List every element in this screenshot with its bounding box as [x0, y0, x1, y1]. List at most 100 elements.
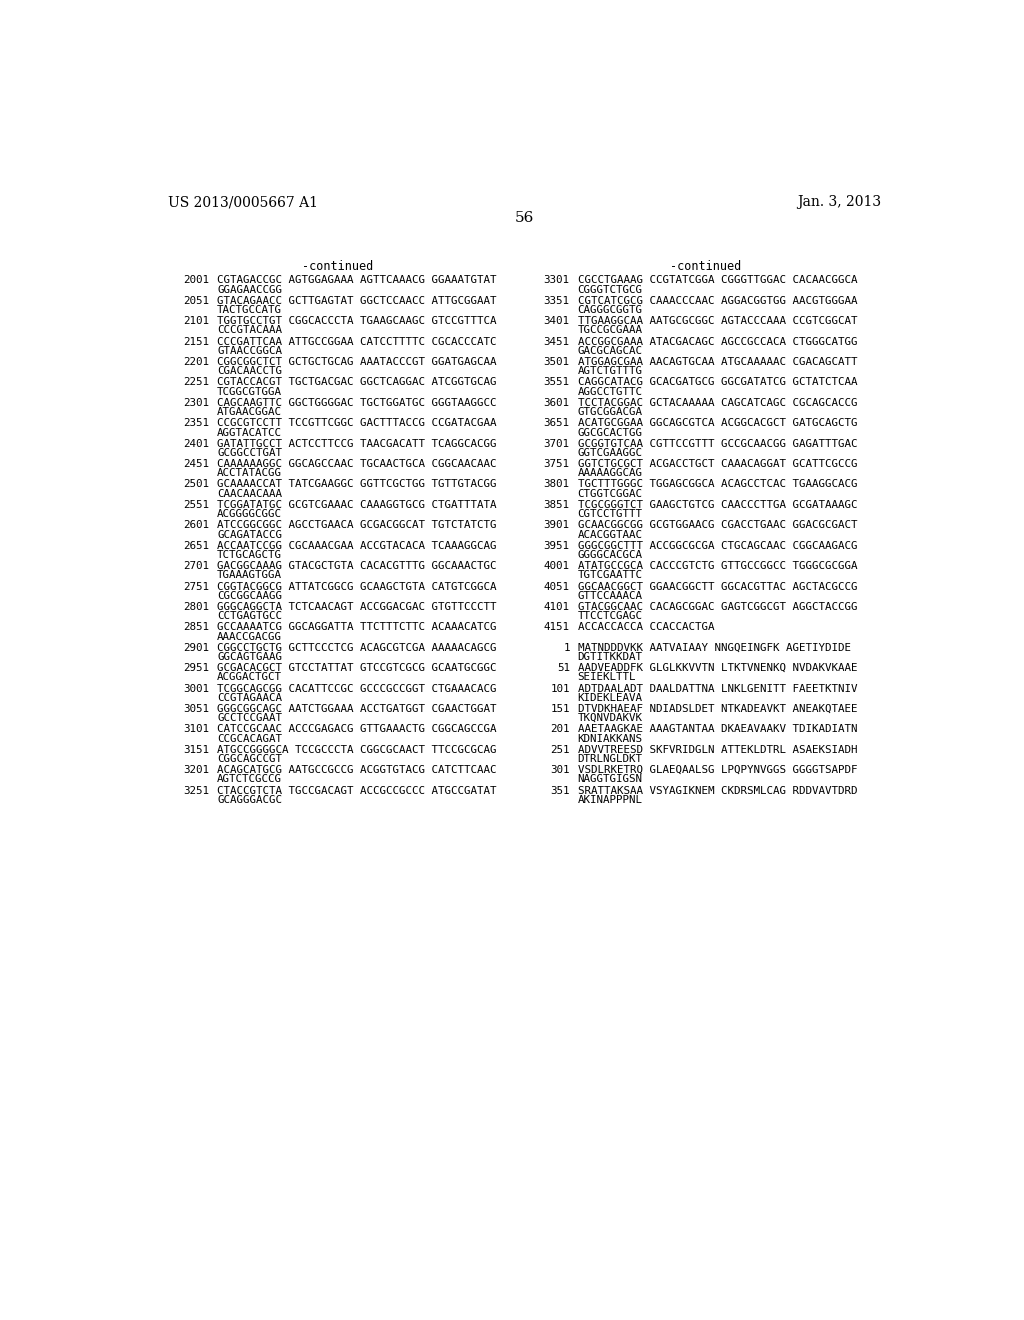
- Text: KIDEKLEAVA: KIDEKLEAVA: [578, 693, 642, 702]
- Text: TGCTTTGGGC TGGAGCGGCA ACAGCCTCAC TGAAGGCACG: TGCTTTGGGC TGGAGCGGCA ACAGCCTCAC TGAAGGC…: [578, 479, 857, 490]
- Text: CGCGGCAAGG: CGCGGCAAGG: [217, 591, 283, 601]
- Text: GCGGTGTCAA CGTTCCGTTT GCCGCAACGG GAGATTTGAC: GCGGTGTCAA CGTTCCGTTT GCCGCAACGG GAGATTT…: [578, 438, 857, 449]
- Text: CCTGAGTGCC: CCTGAGTGCC: [217, 611, 283, 622]
- Text: 2551: 2551: [183, 500, 209, 510]
- Text: CCGCGTCCTT TCCGTTCGGC GACTTTACCG CCGATACGAA: CCGCGTCCTT TCCGTTCGGC GACTTTACCG CCGATAC…: [217, 418, 497, 428]
- Text: AAACCGACGG: AAACCGACGG: [217, 631, 283, 642]
- Text: GTGCGGACGA: GTGCGGACGA: [578, 407, 642, 417]
- Text: TGGTGCCTGT CGGCACCCTA TGAAGCAAGC GTCCGTTTCA: TGGTGCCTGT CGGCACCCTA TGAAGCAAGC GTCCGTT…: [217, 317, 497, 326]
- Text: 3801: 3801: [544, 479, 569, 490]
- Text: GACGCAGCAC: GACGCAGCAC: [578, 346, 642, 356]
- Text: CGGCAGCCGT: CGGCAGCCGT: [217, 754, 283, 764]
- Text: CCCGTACAAA: CCCGTACAAA: [217, 326, 283, 335]
- Text: AGTCTGTTTG: AGTCTGTTTG: [578, 367, 642, 376]
- Text: GTACGGCAAC CACAGCGGAC GAGTCGGCGT AGGCTACCGG: GTACGGCAAC CACAGCGGAC GAGTCGGCGT AGGCTAC…: [578, 602, 857, 612]
- Text: 3651: 3651: [544, 418, 569, 428]
- Text: GGCAGTGAAG: GGCAGTGAAG: [217, 652, 283, 661]
- Text: TCGCGGGTCT GAAGCTGTCG CAACCCTTGA GCGATAAAGC: TCGCGGGTCT GAAGCTGTCG CAACCCTTGA GCGATAA…: [578, 500, 857, 510]
- Text: 2851: 2851: [183, 622, 209, 632]
- Text: 2251: 2251: [183, 378, 209, 388]
- Text: 2101: 2101: [183, 317, 209, 326]
- Text: GCGACACGCT GTCCTATTAT GTCCGTCGCG GCAATGCGGC: GCGACACGCT GTCCTATTAT GTCCGTCGCG GCAATGC…: [217, 663, 497, 673]
- Text: 2351: 2351: [183, 418, 209, 428]
- Text: Jan. 3, 2013: Jan. 3, 2013: [797, 195, 882, 210]
- Text: 3451: 3451: [544, 337, 569, 347]
- Text: GGGCGGCAGC AATCTGGAAA ACCTGATGGT CGAACTGGAT: GGGCGGCAGC AATCTGGAAA ACCTGATGGT CGAACTG…: [217, 704, 497, 714]
- Text: 56: 56: [515, 211, 535, 224]
- Text: CGACAACCTG: CGACAACCTG: [217, 367, 283, 376]
- Text: AGGTACATCC: AGGTACATCC: [217, 428, 283, 437]
- Text: ACCACCACCA CCACCACTGA: ACCACCACCA CCACCACTGA: [578, 622, 714, 632]
- Text: TGTCGAATTC: TGTCGAATTC: [578, 570, 642, 581]
- Text: GGGGCACGCA: GGGGCACGCA: [578, 550, 642, 560]
- Text: GCCTCCGAAT: GCCTCCGAAT: [217, 713, 283, 723]
- Text: CCGCACAGAT: CCGCACAGAT: [217, 734, 283, 743]
- Text: AADVEADDFK GLGLKKVVTN LTKTVNENKQ NVDAKVKAAE: AADVEADDFK GLGLKKVVTN LTKTVNENKQ NVDAKVK…: [578, 663, 857, 673]
- Text: GGCGCACTGG: GGCGCACTGG: [578, 428, 642, 437]
- Text: ACGGGGCGGC: ACGGGGCGGC: [217, 510, 283, 519]
- Text: 3001: 3001: [183, 684, 209, 693]
- Text: AAETAAGKAE AAAGTANTAA DKAEAVAAKV TDIKADIATN: AAETAAGKAE AAAGTANTAA DKAEAVAAKV TDIKADI…: [578, 725, 857, 734]
- Text: CAGGCATACG GCACGATGCG GGCGATATCG GCTATCTCAA: CAGGCATACG GCACGATGCG GGCGATATCG GCTATCT…: [578, 378, 857, 388]
- Text: ACCGGCGAAA ATACGACAGC AGCCGCCACA CTGGGCATGG: ACCGGCGAAA ATACGACAGC AGCCGCCACA CTGGGCA…: [578, 337, 857, 347]
- Text: AAAAAGGCAG: AAAAAGGCAG: [578, 469, 642, 478]
- Text: ATGAACGGAC: ATGAACGGAC: [217, 407, 283, 417]
- Text: 3701: 3701: [544, 438, 569, 449]
- Text: CGTCCTGTTT: CGTCCTGTTT: [578, 510, 642, 519]
- Text: CGTAGACCGC AGTGGAGAAA AGTTCAAACG GGAAATGTAT: CGTAGACCGC AGTGGAGAAA AGTTCAAACG GGAAATG…: [217, 276, 497, 285]
- Text: 3901: 3901: [544, 520, 569, 531]
- Text: SEIEKLTTL: SEIEKLTTL: [578, 672, 636, 682]
- Text: GTAACCGGCA: GTAACCGGCA: [217, 346, 283, 356]
- Text: CAGCAAGTTC GGCTGGGGAC TGCTGGATGC GGGTAAGGCC: CAGCAAGTTC GGCTGGGGAC TGCTGGATGC GGGTAAG…: [217, 397, 497, 408]
- Text: 51: 51: [557, 663, 569, 673]
- Text: TCTGCAGCTG: TCTGCAGCTG: [217, 550, 283, 560]
- Text: 3151: 3151: [183, 744, 209, 755]
- Text: TCGGATATGC GCGTCGAAAC CAAAGGTGCG CTGATTTATA: TCGGATATGC GCGTCGAAAC CAAAGGTGCG CTGATTT…: [217, 500, 497, 510]
- Text: AGGCCTGTTC: AGGCCTGTTC: [578, 387, 642, 397]
- Text: GCAGATACCG: GCAGATACCG: [217, 529, 283, 540]
- Text: 3101: 3101: [183, 725, 209, 734]
- Text: 2951: 2951: [183, 663, 209, 673]
- Text: 2601: 2601: [183, 520, 209, 531]
- Text: AKINAPPPNL: AKINAPPPNL: [578, 795, 642, 805]
- Text: GCGGCCTGAT: GCGGCCTGAT: [217, 447, 283, 458]
- Text: 2901: 2901: [183, 643, 209, 652]
- Text: -continued: -continued: [302, 260, 373, 273]
- Text: GTACAGAACC GCTTGAGTAT GGCTCCAACC ATTGCGGAAT: GTACAGAACC GCTTGAGTAT GGCTCCAACC ATTGCGG…: [217, 296, 497, 306]
- Text: 2151: 2151: [183, 337, 209, 347]
- Text: ACCAATCCGG CGCAAACGAA ACCGTACACA TCAAAGGCAG: ACCAATCCGG CGCAAACGAA ACCGTACACA TCAAAGG…: [217, 541, 497, 550]
- Text: GGGCGGCTTT ACCGGCGCGA CTGCAGCAAC CGGCAAGACG: GGGCGGCTTT ACCGGCGCGA CTGCAGCAAC CGGCAAG…: [578, 541, 857, 550]
- Text: GGGCAGGCTA TCTCAACAGT ACCGGACGAC GTGTTCCCTT: GGGCAGGCTA TCTCAACAGT ACCGGACGAC GTGTTCC…: [217, 602, 497, 612]
- Text: 351: 351: [550, 785, 569, 796]
- Text: CGTACCACGT TGCTGACGAC GGCTCAGGAC ATCGGTGCAG: CGTACCACGT TGCTGACGAC GGCTCAGGAC ATCGGTG…: [217, 378, 497, 388]
- Text: 3951: 3951: [544, 541, 569, 550]
- Text: DTVDKHAEAF NDIADSLDET NTKADEAVKT ANEAKQTAEE: DTVDKHAEAF NDIADSLDET NTKADEAVKT ANEAKQT…: [578, 704, 857, 714]
- Text: AGTCTCGCCG: AGTCTCGCCG: [217, 775, 283, 784]
- Text: TKQNVDAKVK: TKQNVDAKVK: [578, 713, 642, 723]
- Text: GGTCTGCGCT ACGACCTGCT CAAACAGGAT GCATTCGCCG: GGTCTGCGCT ACGACCTGCT CAAACAGGAT GCATTCG…: [578, 459, 857, 469]
- Text: ACATGCGGAA GGCAGCGTCA ACGGCACGCT GATGCAGCTG: ACATGCGGAA GGCAGCGTCA ACGGCACGCT GATGCAG…: [578, 418, 857, 428]
- Text: 2651: 2651: [183, 541, 209, 550]
- Text: ATATGCCGCA CACCCGTCTG GTTGCCGGCC TGGGCGCGGA: ATATGCCGCA CACCCGTCTG GTTGCCGGCC TGGGCGC…: [578, 561, 857, 572]
- Text: TGAAAGTGGA: TGAAAGTGGA: [217, 570, 283, 581]
- Text: 4001: 4001: [544, 561, 569, 572]
- Text: 3201: 3201: [183, 766, 209, 775]
- Text: 2501: 2501: [183, 479, 209, 490]
- Text: 2801: 2801: [183, 602, 209, 612]
- Text: VSDLRKETRQ GLAEQAALSG LPQPYNVGGS GGGGTSAPDF: VSDLRKETRQ GLAEQAALSG LPQPYNVGGS GGGGTSA…: [578, 766, 857, 775]
- Text: ATGGAGCGAA AACAGTGCAA ATGCAAAAAC CGACAGCATT: ATGGAGCGAA AACAGTGCAA ATGCAAAAAC CGACAGC…: [578, 358, 857, 367]
- Text: NAGGTGIGSN: NAGGTGIGSN: [578, 775, 642, 784]
- Text: TCGGCAGCGG CACATTCCGC GCCCGCCGGT CTGAAACACG: TCGGCAGCGG CACATTCCGC GCCCGCCGGT CTGAAAC…: [217, 684, 497, 693]
- Text: 2751: 2751: [183, 582, 209, 591]
- Text: 151: 151: [550, 704, 569, 714]
- Text: ACACGGTAAC: ACACGGTAAC: [578, 529, 642, 540]
- Text: GGTCGAAGGC: GGTCGAAGGC: [578, 447, 642, 458]
- Text: 4151: 4151: [544, 622, 569, 632]
- Text: US 2013/0005667 A1: US 2013/0005667 A1: [168, 195, 318, 210]
- Text: CTGGTCGGAC: CTGGTCGGAC: [578, 488, 642, 499]
- Text: ACGGACTGCT: ACGGACTGCT: [217, 672, 283, 682]
- Text: CCGTAGAACA: CCGTAGAACA: [217, 693, 283, 702]
- Text: CTACCGTCTA TGCCGACAGT ACCGCCGCCC ATGCCGATAT: CTACCGTCTA TGCCGACAGT ACCGCCGCCC ATGCCGA…: [217, 785, 497, 796]
- Text: CGTCATCGCG CAAACCCAAC AGGACGGTGG AACGTGGGAA: CGTCATCGCG CAAACCCAAC AGGACGGTGG AACGTGG…: [578, 296, 857, 306]
- Text: 201: 201: [550, 725, 569, 734]
